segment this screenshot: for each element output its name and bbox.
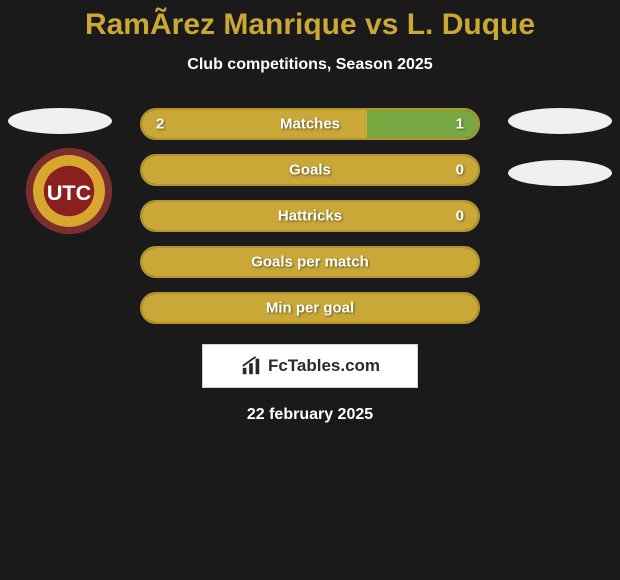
branding-box: FcTables.com: [202, 344, 418, 388]
stat-bar-row: Goals 0: [140, 154, 480, 186]
right-player-column: [500, 108, 620, 186]
stat-bar-left-value: 2: [156, 116, 164, 133]
stat-bar-row: Hattricks 0: [140, 200, 480, 232]
stat-bar-label: Goals per match: [251, 254, 369, 271]
stat-bar-right-fill: [468, 294, 478, 322]
stat-bars: Matches 2 1 Goals 0 Hattricks 0 Goals per match…: [140, 108, 480, 324]
left-player-column: UTC: [0, 108, 120, 241]
right-player-ellipse-2: [508, 160, 612, 186]
footer-date: 22 february 2025: [0, 406, 620, 424]
left-player-ellipse: [8, 108, 112, 134]
stats-area: UTC Matches 2 1 Goals 0 Hattricks 0 Goals per m…: [0, 108, 620, 324]
stat-bar-label: Hattricks: [278, 208, 342, 225]
page-title: RamÃ­rez Manrique vs L. Duque: [0, 8, 620, 42]
right-player-ellipse-1: [508, 108, 612, 134]
page-subtitle: Club competitions, Season 2025: [0, 56, 620, 74]
stat-bar-row: Min per goal: [140, 292, 480, 324]
svg-text:UTC: UTC: [47, 180, 91, 205]
stat-bar-row: Goals per match: [140, 246, 480, 278]
stat-bar-right-value: 0: [456, 162, 464, 179]
stat-bar-label: Min per goal: [266, 300, 354, 317]
stat-bar-label: Matches: [280, 116, 340, 133]
branding-text: FcTables.com: [268, 356, 380, 376]
stat-bar-right-value: 0: [456, 208, 464, 225]
stat-bar-right-value: 1: [456, 116, 464, 133]
comparison-infographic: RamÃ­rez Manrique vs L. Duque Club compe…: [0, 0, 620, 424]
stat-bar-row: Matches 2 1: [140, 108, 480, 140]
team-badge-icon: UTC: [24, 146, 114, 236]
chart-icon: [240, 355, 262, 377]
stat-bar-label: Goals: [289, 162, 331, 179]
